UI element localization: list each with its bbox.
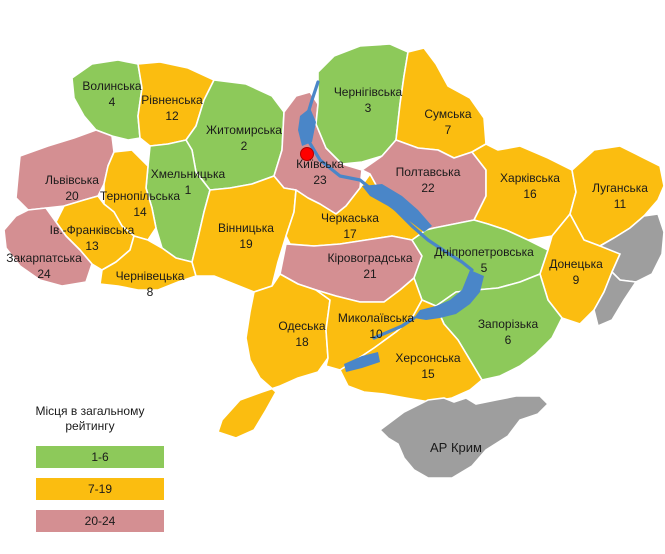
region-sumy[interactable] <box>395 47 487 159</box>
region-name-ivanofrankivsk: Ів.-Франківська <box>50 223 135 237</box>
legend: Місця в загальному рейтингу 1-6 7-19 20-… <box>22 404 164 532</box>
region-name-dnipro: Дніпропетровська <box>434 245 534 259</box>
region-rank-ternopil: 14 <box>133 205 147 219</box>
region-name-zakarpattia: Закарпатська <box>6 251 82 265</box>
region-rank-zaporizhzhia: 6 <box>505 333 512 347</box>
region-lviv[interactable] <box>15 129 115 211</box>
crimea-label: АР Крим <box>430 440 482 455</box>
kremenchuk-reservoir <box>362 184 432 232</box>
region-name-lviv: Львівська <box>45 173 99 187</box>
legend-item-1-6: 1-6 <box>36 446 164 468</box>
region-rank-donetsk: 9 <box>573 273 580 287</box>
region-name-mykolaiv: Миколаївська <box>338 311 415 325</box>
region-name-zaporizhzhia: Запорізька <box>478 317 539 331</box>
region-name-odesa: Одеська <box>278 319 326 333</box>
region-rank-lviv: 20 <box>65 189 79 203</box>
region-zakarpattia[interactable] <box>3 207 93 287</box>
region-rank-ivanofrankivsk: 13 <box>85 239 99 253</box>
region-name-zhytomyr: Житомирська <box>206 123 282 137</box>
region-name-rivne: Рівненська <box>141 93 203 107</box>
region-name-kherson: Херсонська <box>395 351 461 365</box>
region-rank-odesa: 18 <box>295 335 309 349</box>
region-rank-chernihiv: 3 <box>365 101 372 115</box>
kyiv-reservoir <box>298 108 316 146</box>
region-name-volyn: Волинська <box>82 79 142 93</box>
region-rank-khmelnytskyi: 1 <box>185 183 192 197</box>
region-name-cherkasy: Черкаська <box>321 211 379 225</box>
region-kherson[interactable] <box>339 299 483 403</box>
legend-title: Місця в загальному рейтингу <box>35 404 145 433</box>
kakhovka-reservoir <box>414 270 484 320</box>
region-name-sumy: Сумська <box>424 107 472 121</box>
kyiv-capital-marker <box>300 147 314 161</box>
region-rank-cherkasy: 17 <box>343 227 357 241</box>
region-name-donetsk: Донецька <box>549 257 603 271</box>
region-volyn[interactable] <box>71 59 143 141</box>
region-name-chernihiv: Чернігівська <box>334 85 403 99</box>
legend-item-7-19: 7-19 <box>36 478 164 500</box>
region-name-khmelnytskyi: Хмельницька <box>151 167 226 181</box>
region-rank-rivne: 12 <box>165 109 179 123</box>
region-odesa[interactable] <box>217 273 331 439</box>
region-name-ternopil: Тернопільська <box>100 189 180 203</box>
region-rank-kherson: 15 <box>421 367 435 381</box>
region-name-kyiv: Київська <box>296 157 344 171</box>
region-name-kirovohrad: Кіровоградська <box>327 251 412 265</box>
region-rank-kharkiv: 16 <box>523 187 537 201</box>
region-rank-chernivtsi: 8 <box>147 285 154 299</box>
region-name-luhansk: Луганська <box>592 181 648 195</box>
dnipro-river-south <box>372 316 416 340</box>
region-rank-kyiv: 23 <box>313 173 327 187</box>
region-name-vinnytsia: Вінницька <box>218 221 274 235</box>
region-rank-dnipro: 5 <box>481 261 488 275</box>
region-rank-zakarpattia: 24 <box>37 267 51 281</box>
region-rank-mykolaiv: 10 <box>369 327 383 341</box>
region-name-chernivtsi: Чернівецька <box>116 269 185 283</box>
region-rank-poltava: 22 <box>421 181 435 195</box>
region-rank-luhansk: 11 <box>614 197 627 211</box>
region-rank-volyn: 4 <box>109 95 116 109</box>
legend-item-20-24: 20-24 <box>36 510 164 532</box>
region-rank-sumy: 7 <box>445 123 452 137</box>
region-name-poltava: Полтавська <box>396 165 461 179</box>
dnipro-estuary <box>344 352 380 372</box>
occupied-donetsk-area <box>593 270 638 328</box>
region-rank-kirovohrad: 21 <box>363 267 377 281</box>
crimea-shape[interactable] <box>378 395 550 479</box>
region-rank-vinnytsia: 19 <box>239 237 253 251</box>
region-vinnytsia[interactable] <box>191 175 297 293</box>
region-rank-zhytomyr: 2 <box>241 139 248 153</box>
region-name-kharkiv: Харківська <box>500 171 560 185</box>
